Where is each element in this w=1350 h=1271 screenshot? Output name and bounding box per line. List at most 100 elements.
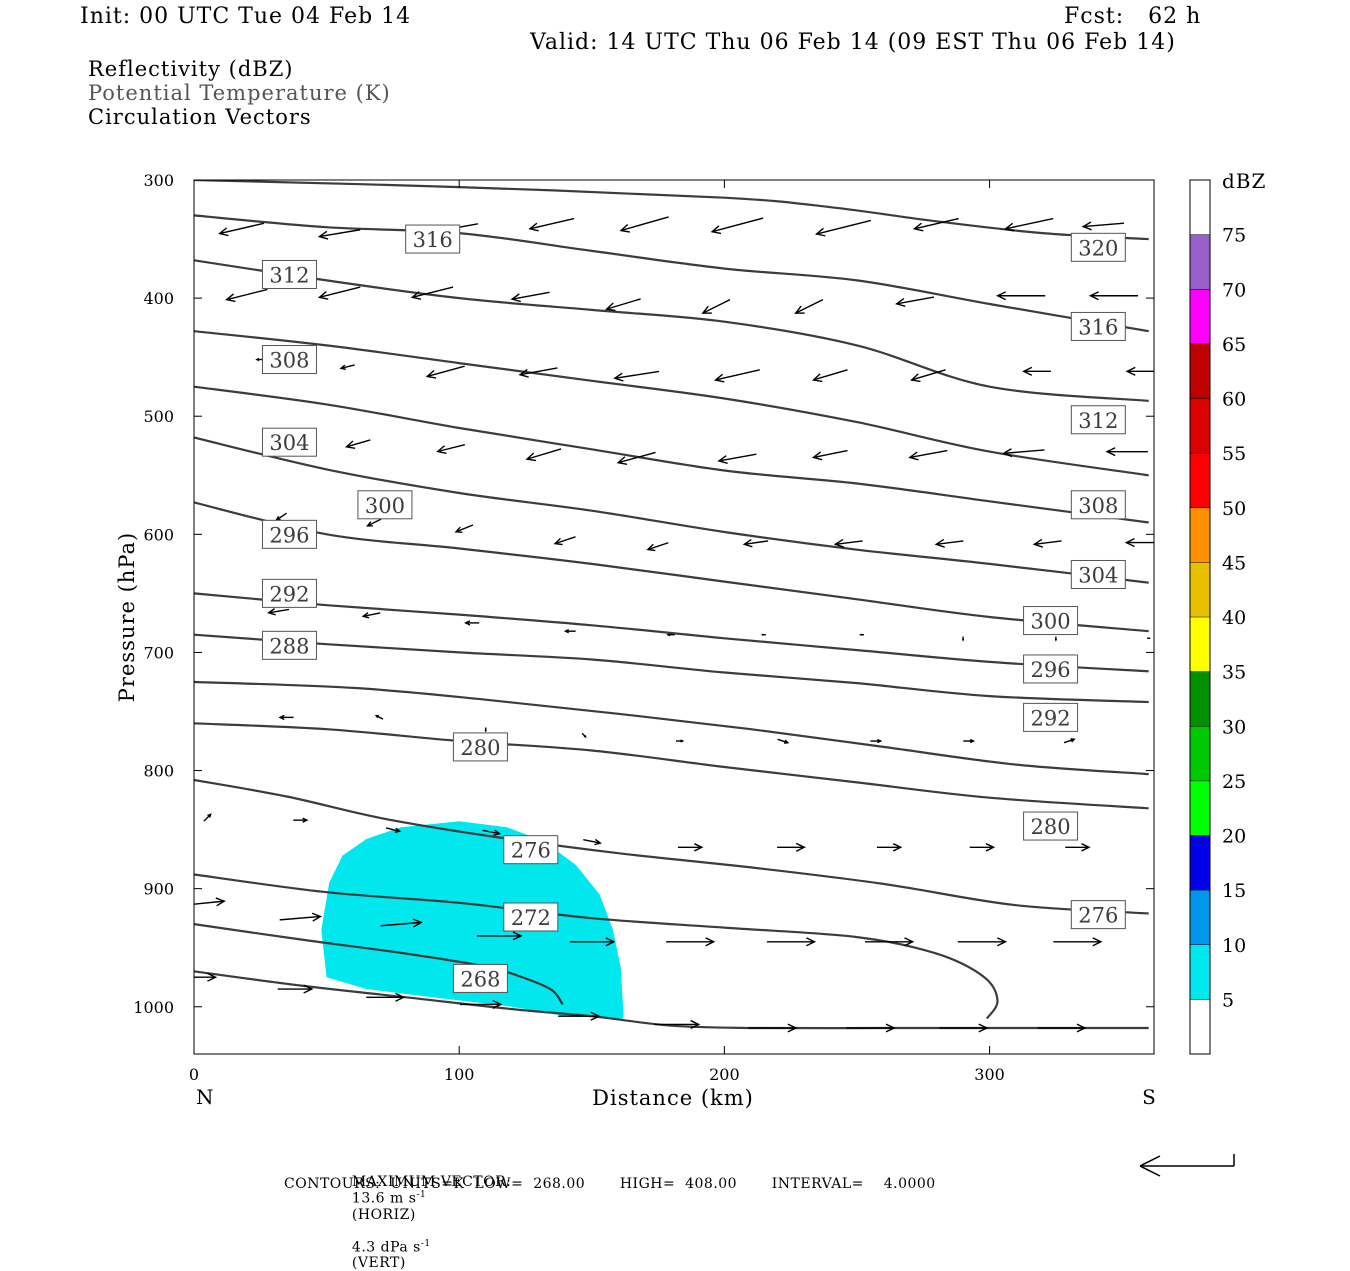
circulation-vector xyxy=(454,524,474,533)
colorbar-segment xyxy=(1190,453,1210,508)
circulation-vector xyxy=(616,451,656,465)
x-tick-label: 100 xyxy=(444,1065,475,1084)
circulation-vector xyxy=(713,369,760,383)
contour-label-text: 280 xyxy=(1031,815,1071,839)
contour-label: 320 xyxy=(1070,232,1126,262)
circulation-vector xyxy=(748,1023,798,1033)
circulation-vector xyxy=(934,538,964,548)
colorbar-level-label: 35 xyxy=(1222,662,1246,684)
theta-contour-272 xyxy=(194,873,999,1020)
circulation-vector xyxy=(436,444,466,455)
circulation-vector xyxy=(344,439,371,449)
circulation-vector xyxy=(581,732,587,738)
circulation-vector xyxy=(794,298,824,314)
colorbar-level-label: 65 xyxy=(1222,334,1246,356)
horiz-exponent: -1 xyxy=(416,1190,427,1200)
contour-label-text: 304 xyxy=(269,431,309,455)
circulation-vector xyxy=(777,738,790,744)
circulation-vector xyxy=(1053,937,1103,947)
colorbar-segment xyxy=(1190,835,1210,891)
colorbar-level-label: 30 xyxy=(1222,716,1246,738)
contour-label: 276 xyxy=(1070,900,1126,930)
colorbar-segment xyxy=(1190,999,1210,1054)
contour-label: 280 xyxy=(452,732,508,762)
circulation-vector xyxy=(1088,291,1139,301)
circulation-vector xyxy=(912,217,959,232)
circulation-vector xyxy=(760,633,766,636)
theta-contour-292 xyxy=(194,592,1149,673)
theta-contour-316 xyxy=(194,214,1149,333)
circulation-vector xyxy=(275,512,288,521)
contour-label-text: 280 xyxy=(460,736,500,760)
circulation-vector xyxy=(464,620,480,626)
circulation-vector xyxy=(939,1023,989,1033)
colorbar-segment xyxy=(1190,671,1210,727)
init-time: Init: 00 UTC Tue 04 Feb 14 xyxy=(80,4,412,29)
colorbar-segment xyxy=(1190,343,1210,399)
contour-label: 308 xyxy=(1070,490,1126,520)
circulation-vector xyxy=(425,365,465,379)
circulation-vector xyxy=(218,222,264,237)
colorbar-level-label: 25 xyxy=(1222,771,1246,793)
circulation-vector xyxy=(374,714,384,720)
colorbar-segment xyxy=(1190,944,1210,1000)
circulation-vector xyxy=(476,931,523,941)
max-vector-label: MAXIMUM VECTOR: xyxy=(351,1174,512,1190)
circulation-vector xyxy=(1065,843,1091,852)
colorbar-segment xyxy=(1190,890,1210,945)
contour-label-text: 320 xyxy=(1078,236,1118,260)
circulation-vector xyxy=(1002,448,1045,458)
theta-contour-308 xyxy=(194,330,1149,477)
circulation-vector xyxy=(203,813,212,822)
colorbar-segment xyxy=(1190,289,1210,344)
colorbar-level-label: 45 xyxy=(1222,552,1246,574)
circulation-vector xyxy=(675,739,685,743)
circulation-vector xyxy=(510,291,550,303)
max-vector-vert-unit: (VERT) xyxy=(351,1255,406,1271)
valid-time: Valid: 14 UTC Thu 06 Feb 14 (09 EST Thu … xyxy=(530,30,1176,55)
circulation-vector xyxy=(811,449,848,461)
circulation-vector xyxy=(460,999,503,1009)
circulation-vector xyxy=(366,992,406,1002)
colorbar-segment xyxy=(1190,562,1210,617)
contour-label-text: 272 xyxy=(511,906,551,930)
circulation-vector xyxy=(858,633,864,636)
contour-label-text: 316 xyxy=(1078,315,1118,339)
reference-vector-arrow xyxy=(1139,1154,1235,1177)
circulation-vector xyxy=(811,369,848,383)
contour-label: 276 xyxy=(503,835,559,865)
circulation-vector xyxy=(366,518,382,527)
circulation-vector xyxy=(1037,1023,1087,1033)
circulation-vector xyxy=(876,843,903,852)
legend-theta: Potential Temperature (K) xyxy=(88,81,391,105)
theta-contour-312 xyxy=(194,259,1149,402)
legend-reflectivity: Reflectivity (dBZ) xyxy=(88,57,294,81)
circulation-vector xyxy=(646,542,669,552)
colorbar-frame xyxy=(1189,179,1211,1055)
contour-label-text: 300 xyxy=(365,494,405,518)
x-tick-label: 300 xyxy=(974,1065,1005,1084)
x-tick-label: 0 xyxy=(189,1065,199,1084)
theta-contour-320 xyxy=(194,180,1149,241)
colorbar-level-label: 10 xyxy=(1222,935,1246,957)
circulation-vector xyxy=(1022,366,1051,376)
circulation-vector xyxy=(865,937,915,947)
x-end-label-north: N xyxy=(196,1085,214,1109)
circulation-vector xyxy=(910,369,946,383)
colorbar-level-label: 60 xyxy=(1222,389,1246,411)
contour-label-text: 268 xyxy=(460,967,500,991)
plot-frame xyxy=(193,179,1155,1055)
circulation-vector xyxy=(995,291,1046,301)
contour-label: 312 xyxy=(261,259,317,289)
circulation-vector xyxy=(558,1011,601,1021)
reflectivity-area xyxy=(321,821,624,1019)
circulation-vector xyxy=(766,937,817,947)
contour-label: 296 xyxy=(1023,654,1079,684)
circulation-vector xyxy=(278,714,294,721)
circulation-vector xyxy=(1003,217,1054,232)
circulation-vector xyxy=(814,219,872,237)
forecast-hour: Fcst: 62 h xyxy=(1064,4,1202,29)
contour-label-text: 296 xyxy=(269,523,309,547)
max-vector-vert: 4.3 dPa s xyxy=(351,1239,421,1256)
